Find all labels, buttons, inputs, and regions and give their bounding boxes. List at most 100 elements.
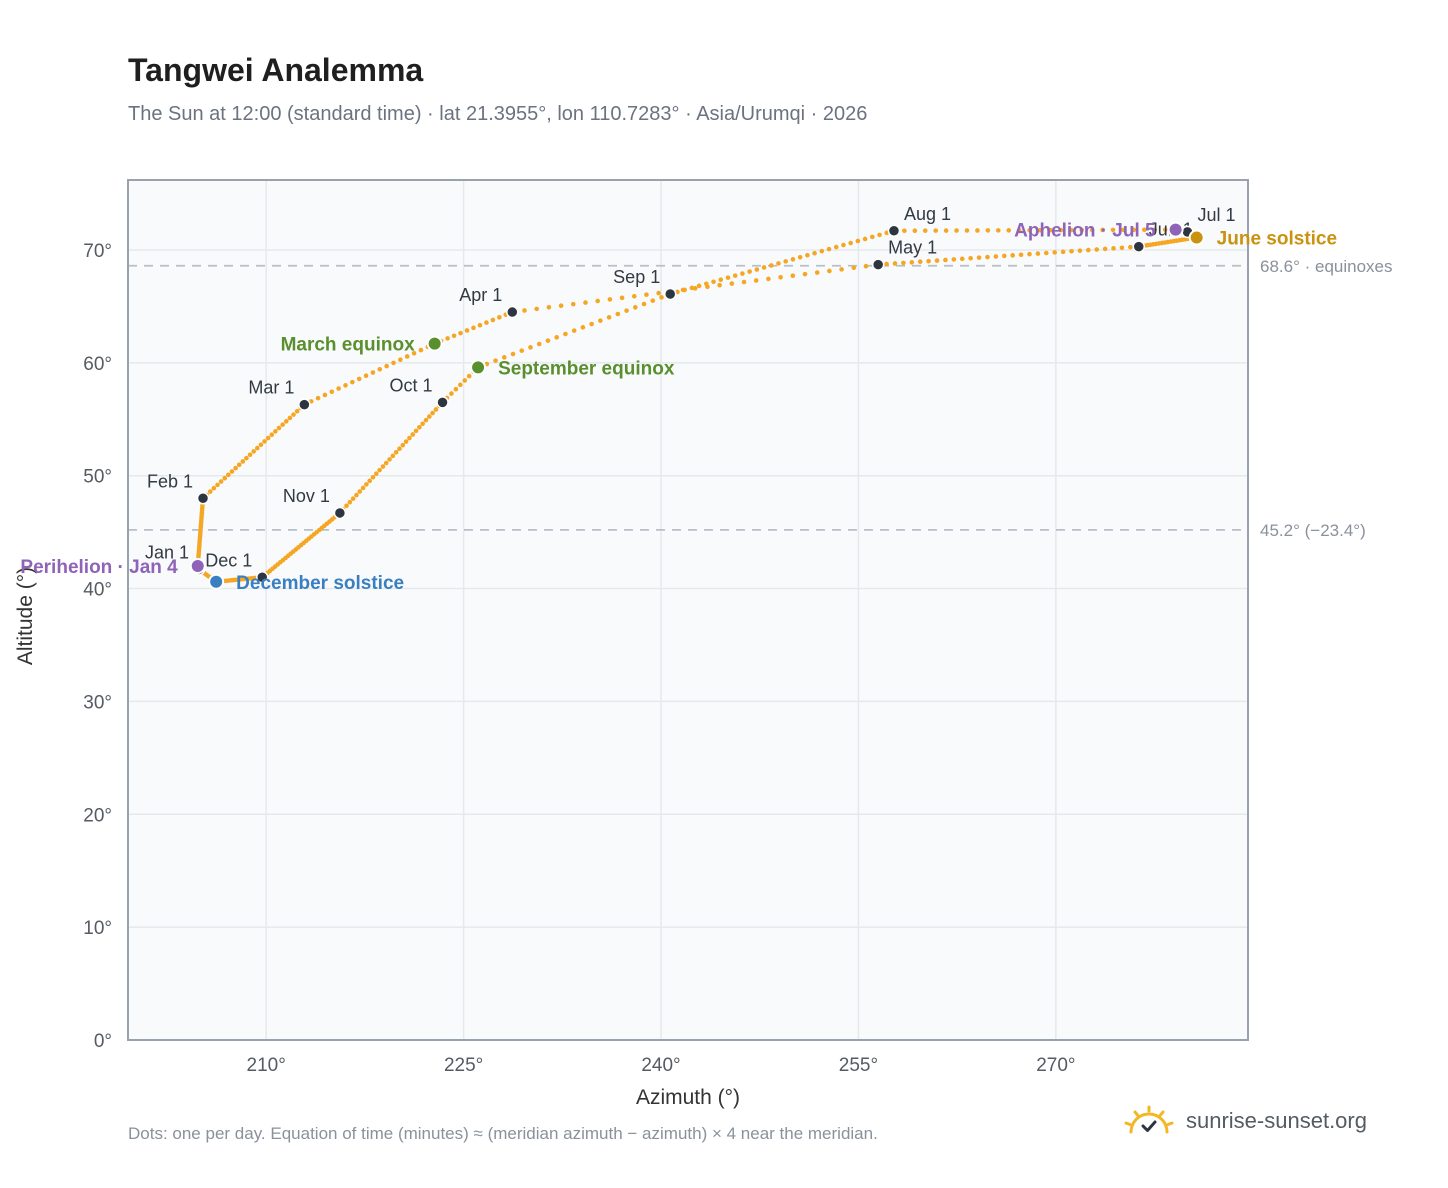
daily-sun-dot — [1111, 246, 1116, 251]
y-tick-label: 60° — [83, 354, 112, 375]
daily-sun-dot — [377, 367, 383, 372]
daily-sun-dot — [1162, 227, 1168, 233]
daily-sun-dot — [265, 435, 271, 441]
daily-sun-dot — [400, 442, 406, 448]
daily-sun-dot — [493, 358, 498, 363]
daily-sun-dot — [768, 263, 774, 268]
event-marker — [208, 573, 225, 590]
daily-sun-dot — [740, 271, 745, 276]
daily-sun-dot — [717, 282, 722, 288]
daily-sun-dot — [554, 335, 559, 340]
daily-sun-dot — [933, 228, 938, 233]
daily-sun-dot — [453, 386, 459, 392]
daily-sun-dot — [207, 489, 213, 494]
daily-sun-dot — [251, 449, 256, 454]
daily-sun-dot — [884, 261, 889, 267]
daily-sun-dot — [851, 265, 857, 271]
month-label: Sep 1 — [613, 267, 660, 287]
daily-sun-dot — [360, 485, 366, 491]
daily-sun-dot — [423, 417, 429, 423]
daily-sun-dot — [427, 414, 432, 419]
plot-area — [128, 180, 1248, 1040]
daily-sun-dot — [536, 341, 542, 347]
daily-sun-dot — [1058, 227, 1064, 233]
daily-sun-dot — [413, 428, 419, 434]
daily-sun-dot — [336, 386, 341, 391]
daily-sun-dot — [1100, 227, 1105, 233]
daily-sun-dot — [377, 467, 382, 473]
daily-sun-dot — [975, 228, 980, 233]
daily-sun-dot — [644, 292, 649, 297]
daily-sun-dot — [797, 254, 803, 260]
daily-sun-dot — [1128, 244, 1133, 250]
daily-sun-dot — [226, 472, 231, 478]
daily-sun-dot — [1131, 227, 1137, 233]
daily-sun-dot — [558, 303, 564, 309]
daily-sun-dot — [356, 376, 362, 382]
daily-sun-dot — [510, 351, 516, 357]
event-marker — [189, 557, 206, 574]
daily-sun-dot — [363, 373, 369, 379]
event-marker — [426, 335, 443, 352]
daily-sun-dot — [595, 298, 600, 304]
daily-sun-dot — [1048, 227, 1053, 233]
month-label: Jul 1 — [1197, 205, 1235, 225]
daily-sun-dot — [294, 408, 300, 414]
daily-sun-dot — [445, 336, 450, 341]
daily-sun-dot — [240, 459, 246, 464]
daily-sun-dot — [501, 355, 507, 360]
daily-sun-dot — [244, 455, 249, 461]
daily-sun-dot — [805, 252, 810, 258]
daily-sun-dot — [410, 432, 416, 437]
daily-sun-dot — [964, 228, 970, 233]
daily-sun-dot — [954, 228, 959, 233]
daily-sun-dot — [778, 274, 783, 280]
daily-sun-dot — [659, 295, 664, 300]
daily-sun-dot — [528, 345, 533, 350]
daily-sun-dot — [619, 295, 625, 301]
daily-sun-dot — [943, 257, 948, 263]
daily-sun-dot — [350, 379, 355, 385]
month-label: Mar 1 — [248, 378, 294, 398]
brand[interactable]: sunrise-sunset.org — [1122, 1104, 1367, 1138]
daily-sun-dot — [632, 305, 638, 310]
month-label: Aug 1 — [904, 204, 951, 224]
daily-sun-dot — [1001, 253, 1007, 259]
page-subtitle: The Sun at 12:00 (standard time) · lat 2… — [128, 103, 868, 125]
daily-sun-dot — [497, 315, 502, 320]
daily-sun-dot — [357, 489, 363, 494]
page-title: Tangwei Analemma — [128, 52, 424, 88]
daily-sun-dot — [985, 254, 990, 260]
daily-sun-dot — [814, 270, 820, 275]
daily-sun-dot — [449, 391, 454, 396]
daily-sun-dot — [370, 370, 376, 375]
daily-sun-dot — [1094, 247, 1100, 252]
daily-sun-dot — [417, 425, 422, 430]
daily-sun-dot — [1102, 246, 1108, 252]
event-marker — [470, 359, 487, 376]
event-marker — [1188, 229, 1205, 246]
month-marker — [871, 258, 885, 271]
daily-sun-dot — [315, 395, 321, 401]
daily-sun-dot — [912, 228, 918, 234]
daily-sun-dot — [1110, 227, 1116, 233]
daily-sun-dot — [995, 228, 1001, 233]
daily-sun-dot — [255, 445, 260, 451]
daily-sun-dot — [877, 232, 882, 238]
daily-sun-dot — [403, 439, 409, 444]
event-label: September equinox — [498, 358, 675, 379]
daily-sun-dot — [1142, 227, 1147, 233]
daily-sun-dot — [1119, 245, 1125, 251]
x-tick-label: 225° — [444, 1055, 483, 1076]
daily-sun-dot — [615, 311, 621, 317]
y-axis-label: Altitude (°) — [14, 567, 37, 665]
daily-sun-dot — [1035, 251, 1041, 256]
daily-sun-dot — [1069, 248, 1074, 254]
daily-sun-dot — [848, 240, 853, 246]
y-tick-label: 20° — [83, 805, 112, 826]
x-tick-label: 255° — [839, 1055, 878, 1076]
daily-sun-dot — [477, 322, 483, 328]
daily-sun-dot — [689, 285, 695, 291]
daily-sun-dot — [418, 347, 424, 353]
daily-sun-dot — [951, 257, 957, 262]
